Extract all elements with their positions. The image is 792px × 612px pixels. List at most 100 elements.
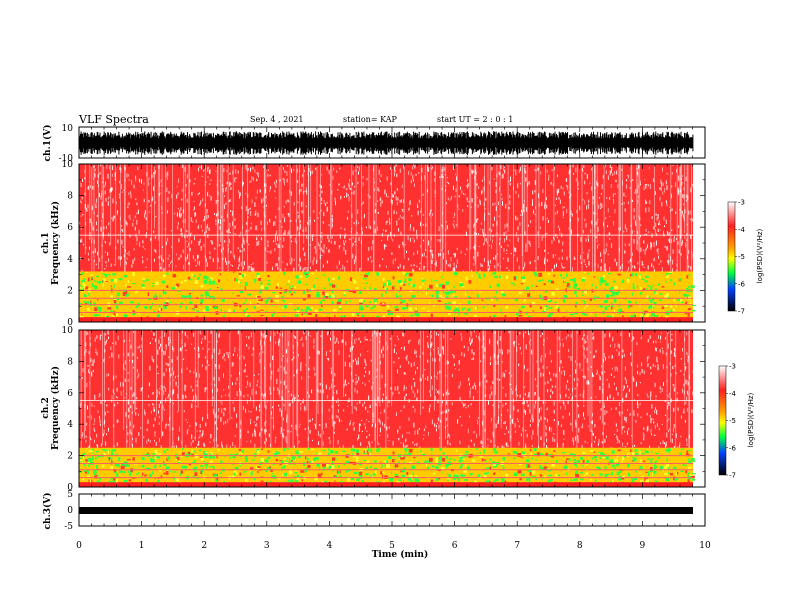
spectrogram-speckle xyxy=(473,431,475,434)
spectrogram-speckle xyxy=(93,427,95,431)
spectrogram-speckle xyxy=(494,265,496,269)
spectrogram-speckle xyxy=(508,330,510,334)
spectrogram-speckle xyxy=(379,427,381,433)
spectrogram-speckle xyxy=(644,179,646,181)
spectrogram-speckle xyxy=(323,200,325,204)
spectrogram-streak xyxy=(216,164,218,270)
spectrogram-speckle xyxy=(361,217,363,219)
spectrogram-speckle xyxy=(611,367,613,370)
spectrogram-speckle xyxy=(259,386,261,388)
spectrogram-speckle xyxy=(133,248,135,251)
spectrogram-speckle xyxy=(632,265,634,268)
spectrogram-band-cell xyxy=(429,284,433,289)
spectrogram-speckle xyxy=(597,182,599,187)
spectrogram-speckle xyxy=(523,203,525,209)
spectrogram-streak xyxy=(620,164,621,230)
spectrogram-speckle xyxy=(209,256,211,260)
spectrogram-speckle xyxy=(615,407,617,410)
spectrogram-speckle xyxy=(685,242,687,248)
spectrogram-speckle xyxy=(81,434,83,438)
spectrogram-band-cell xyxy=(221,299,225,302)
spectrogram-speckle xyxy=(106,225,107,229)
spectrogram-band-cell xyxy=(566,310,568,313)
spectrogram-speckle xyxy=(455,224,457,226)
spectrogram-speckle xyxy=(319,383,321,386)
spectrogram-band-cell xyxy=(627,278,629,280)
spectrogram-speckle xyxy=(647,425,649,431)
spectrogram-speckle xyxy=(245,192,247,194)
spectrogram-speckle xyxy=(306,266,308,272)
spectrogram-speckle xyxy=(304,267,306,271)
spectrogram-speckle xyxy=(352,345,354,348)
spectrogram-speckle xyxy=(473,330,475,333)
spectrogram-speckle xyxy=(557,210,558,214)
spectrogram-speckle xyxy=(648,207,650,212)
spectrogram-speckle xyxy=(229,445,231,448)
spectrogram-speckle xyxy=(517,420,519,423)
spectrogram-band-cell xyxy=(153,310,156,313)
spectrogram-speckle xyxy=(570,333,572,338)
spectrogram-speckle xyxy=(336,170,338,173)
spectrogram-speckle xyxy=(544,249,546,252)
spectrogram-streak xyxy=(286,330,288,485)
spectrogram-speckle xyxy=(308,376,310,378)
spectrogram-speckle xyxy=(624,385,625,389)
spectrogram-speckle xyxy=(207,234,209,238)
spectrogram-speckle xyxy=(437,239,439,242)
spectrogram-band-cell xyxy=(547,272,551,276)
spectrogram-band-cell xyxy=(583,307,586,309)
spectrogram-speckle xyxy=(469,337,471,342)
spectrogram-speckle xyxy=(357,357,359,360)
spectrogram-speckle xyxy=(87,364,89,367)
spectrogram-speckle xyxy=(277,266,279,270)
spectrogram-speckle xyxy=(328,239,330,243)
spectrogram-band-cell xyxy=(187,276,191,280)
spectrogram-speckle xyxy=(118,233,120,236)
spectrogram-speckle xyxy=(448,392,450,395)
spectrogram-streak xyxy=(229,330,231,421)
spectrogram-speckle xyxy=(584,375,586,379)
spectrogram-speckle xyxy=(524,331,526,333)
spectrogram-band-cell xyxy=(632,285,635,289)
spectrogram-speckle xyxy=(94,259,95,262)
spectrogram-speckle xyxy=(685,194,687,198)
spectrogram-band-cell xyxy=(551,292,555,296)
spectrogram-speckle xyxy=(194,212,196,217)
spectrogram-speckle xyxy=(255,433,257,437)
spectrogram-band-cell xyxy=(102,280,104,283)
spectrogram-band-cell xyxy=(568,285,571,289)
spectrogram-streak xyxy=(373,164,375,286)
spectrogram-speckle xyxy=(388,440,390,442)
spectrogram-speckle xyxy=(192,220,194,223)
spectrogram-speckle xyxy=(464,253,466,256)
spectrogram-speckle xyxy=(379,360,381,365)
spectrogram-speckle xyxy=(297,211,299,214)
spectrogram-band-cell xyxy=(639,292,643,295)
spectrogram-speckle xyxy=(228,352,230,354)
spectrogram-speckle xyxy=(481,445,483,448)
spectrogram-speckle xyxy=(573,256,575,260)
spectrogram-speckle xyxy=(94,340,96,342)
spectrogram-speckle xyxy=(221,408,223,414)
spectrogram-band-cell xyxy=(558,306,561,309)
spectrogram-speckle xyxy=(484,374,486,379)
spectrogram-speckle xyxy=(683,408,685,414)
spectrogram-band-cell xyxy=(490,298,493,301)
spectrogram-speckle xyxy=(425,223,427,227)
spectrogram-speckle xyxy=(258,175,259,178)
spectrogram-speckle xyxy=(629,187,631,189)
spectrogram-speckle xyxy=(286,441,288,443)
spectrogram-speckle xyxy=(177,393,179,399)
spectrogram-speckle xyxy=(597,226,599,232)
spectrogram-speckle xyxy=(109,189,111,193)
spectrogram-speckle xyxy=(508,207,510,210)
spectrogram-band-cell xyxy=(232,300,234,304)
spectrogram-speckle xyxy=(318,390,320,393)
spectrogram-speckle xyxy=(626,392,628,398)
spectrogram-speckle xyxy=(199,166,201,168)
spectrogram-speckle xyxy=(258,235,259,237)
spectrogram-band-cell xyxy=(628,305,633,307)
spectrogram-speckle xyxy=(579,364,581,370)
spectrogram-speckle xyxy=(186,230,188,233)
spectrogram-speckle xyxy=(254,428,256,432)
